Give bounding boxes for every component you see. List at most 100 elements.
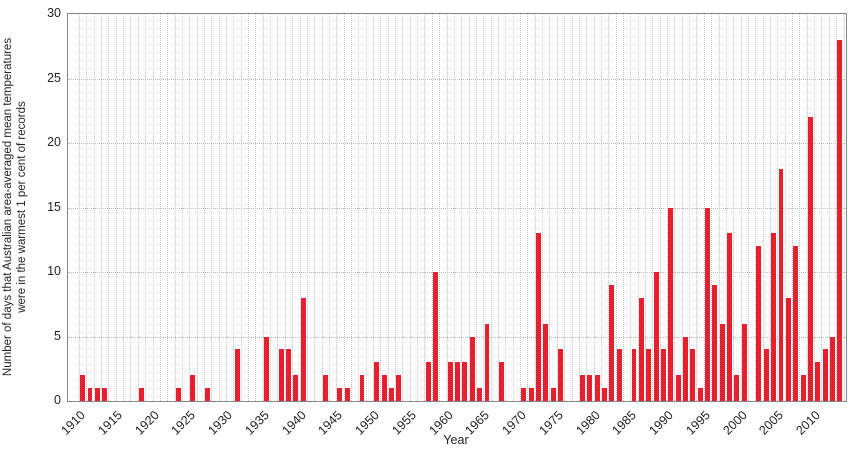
v-gridline-1931 [233, 14, 235, 401]
bar-1938 [286, 349, 291, 401]
plot-area [67, 13, 847, 402]
bar-1989 [660, 349, 666, 401]
bar-2004 [771, 233, 777, 401]
bar-1911 [87, 388, 93, 401]
bar-2011 [822, 349, 828, 401]
v-gridline-1911 [86, 14, 88, 401]
bar-1952 [388, 388, 394, 401]
bar-1994 [697, 388, 703, 401]
v-gridline-1997 [718, 14, 720, 401]
bar-1973 [543, 323, 549, 401]
v-gridline-1968 [505, 14, 507, 401]
bar-1983 [616, 349, 622, 401]
v-gridline-2008 [799, 14, 801, 401]
bar-1946 [344, 388, 350, 401]
v-gridline-2012 [828, 14, 830, 401]
v-gridline-2001 [747, 14, 749, 401]
v-gridline-1964 [475, 14, 477, 401]
v-gridline-1950 [373, 14, 375, 401]
v-gridline-1953 [395, 14, 397, 401]
v-gridline-2004 [769, 14, 771, 401]
v-gridline-1922 [167, 14, 169, 401]
v-gridline-1992 [681, 14, 683, 401]
bar-1912 [94, 388, 100, 401]
v-gridline-1976 [564, 14, 566, 401]
v-gridline-2009 [806, 14, 808, 401]
v-gridline-1995 [703, 14, 705, 401]
v-gridline-1962 [461, 14, 463, 401]
v-gridline-1952 [387, 14, 389, 401]
v-gridline-1977 [571, 14, 573, 401]
v-gridline-1989 [659, 14, 661, 401]
bar-1998 [727, 233, 733, 401]
v-gridline-1993 [689, 14, 691, 401]
v-gridline-1942 [314, 14, 316, 401]
bar-2002 [756, 246, 762, 401]
bar-1927 [205, 388, 211, 401]
bar-2005 [778, 168, 784, 401]
bar-1974 [550, 388, 556, 401]
v-gridline-1978 [578, 14, 580, 401]
y-tick-label-5: 5 [54, 328, 61, 343]
v-gridline-1941 [306, 14, 308, 401]
y-tick-label-25: 25 [47, 70, 61, 85]
bar-1953 [396, 375, 402, 401]
v-gridline-1918 [137, 14, 139, 401]
bar-1986 [638, 297, 644, 401]
x-axis-title: Year [443, 433, 469, 447]
v-gridline-1954 [402, 14, 404, 401]
v-gridline-1969 [512, 14, 514, 401]
bar-2003 [763, 349, 769, 401]
v-gridline-2010 [814, 14, 816, 401]
y-tick-label-20: 20 [47, 135, 61, 149]
bar-2007 [793, 246, 799, 401]
bar-1945 [337, 388, 343, 401]
bar-1988 [653, 272, 659, 401]
v-gridline-1930 [226, 14, 228, 401]
bar-1940 [300, 297, 306, 401]
bar-1981 [602, 388, 608, 401]
v-gridline-1960 [446, 14, 448, 401]
v-gridline-1991 [674, 14, 676, 401]
y-tick-label-30: 30 [47, 6, 61, 20]
v-gridline-1927 [203, 14, 205, 401]
v-gridline-1985 [630, 14, 632, 401]
y-tick-label-0: 0 [54, 393, 61, 407]
bar-2006 [785, 297, 791, 401]
bar-1925 [190, 375, 196, 401]
bar-1987 [646, 349, 652, 401]
bar-1923 [175, 388, 181, 401]
v-gridline-1940 [299, 14, 301, 401]
bar-1996 [712, 284, 718, 401]
bar-1910 [80, 375, 86, 401]
bar-1951 [381, 375, 387, 401]
v-gridline-2014 [843, 14, 845, 401]
bar-2008 [800, 375, 806, 401]
bar-1992 [682, 336, 688, 401]
v-gridline-2002 [755, 14, 757, 401]
v-gridline-1957 [424, 14, 426, 401]
bar-1918 [139, 388, 144, 401]
bar-1950 [374, 362, 380, 401]
bar-2009 [807, 117, 813, 401]
v-gridline-2005 [777, 14, 779, 401]
v-gridline-1971 [527, 14, 529, 401]
v-gridline-1963 [468, 14, 470, 401]
v-gridline-1910 [79, 14, 80, 401]
v-gridline-1912 [93, 14, 95, 401]
v-gridline-1933 [248, 14, 250, 401]
h-gridline-15 [68, 207, 846, 209]
bar-2010 [815, 362, 821, 401]
v-gridline-1924 [181, 14, 183, 401]
v-gridline-1958 [431, 14, 433, 401]
v-gridline-2007 [792, 14, 794, 401]
v-gridline-1915 [115, 14, 117, 401]
bar-1967 [499, 362, 505, 401]
v-gridline-1951 [380, 14, 382, 401]
v-gridline-1998 [725, 14, 727, 401]
bar-1957 [425, 362, 431, 401]
bar-1948 [359, 375, 365, 401]
v-gridline-1913 [101, 14, 103, 401]
v-gridline-1965 [483, 14, 485, 401]
